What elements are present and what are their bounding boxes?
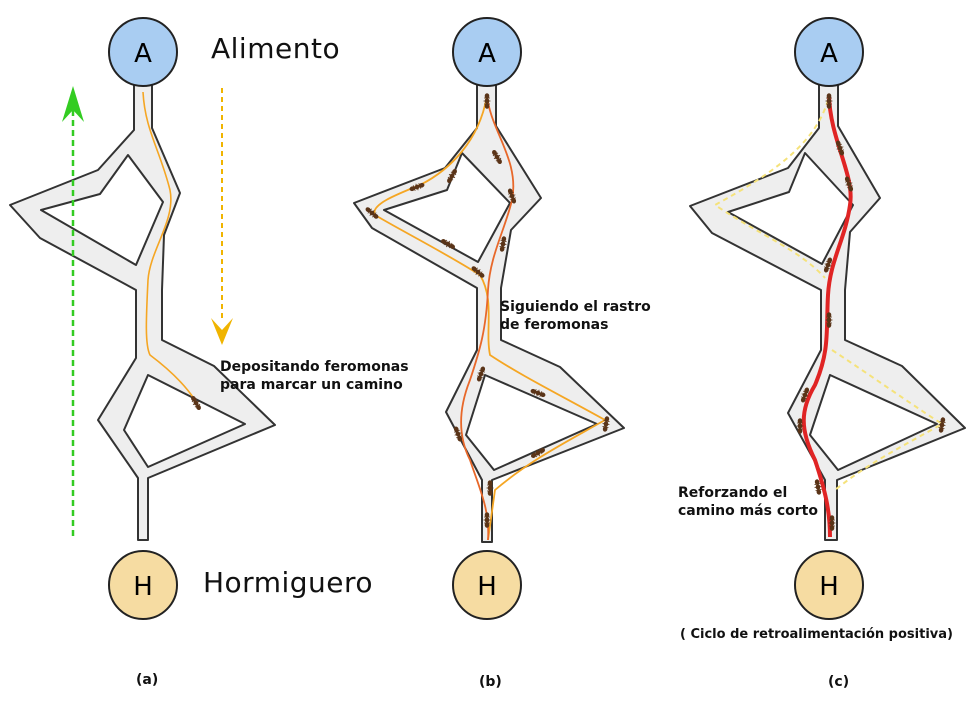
nest-node-c [794, 550, 864, 620]
track-hole-a-top [40, 154, 164, 266]
ant-icon [796, 418, 804, 434]
panel-a: A H [9, 17, 276, 620]
nest-node-a-label: H [133, 572, 153, 602]
annotation-following-line-2: de feromonas [500, 317, 609, 334]
ant-icon [814, 479, 822, 495]
ant-icon [483, 512, 491, 528]
track-hole-c-bottom [809, 374, 938, 471]
track-outline-a [9, 79, 276, 541]
food-node-c [794, 17, 864, 87]
ant-icon [471, 266, 485, 278]
annotation-feedback: ( Ciclo de retroalimentación positiva) [680, 627, 953, 642]
ant-icon [835, 140, 845, 156]
food-node-b [452, 17, 522, 87]
panel-b: A H [353, 17, 625, 620]
ant-icon [191, 395, 201, 411]
ant-icon [825, 312, 833, 328]
food-label: Alimento [211, 32, 341, 65]
ant-icon [800, 387, 810, 403]
ant-icon [453, 426, 463, 442]
ant-icon [499, 236, 507, 252]
track-hole-b-bottom [465, 374, 598, 471]
ant-icon [530, 388, 546, 398]
ant-icon [844, 176, 854, 192]
annotation-depositing: Depositando feromonas para marcar un cam… [220, 358, 409, 394]
nest-node-c-label: H [819, 572, 839, 602]
panel-label-c: (c) [828, 674, 850, 690]
food-node-a-label: A [134, 39, 152, 69]
food-node-a [108, 17, 178, 87]
panel-label-a: (a) [136, 672, 159, 688]
track-hole-a-bottom [123, 374, 246, 468]
ant-icon [365, 207, 379, 219]
ant-icon [483, 93, 491, 109]
nest-node-b-label: H [477, 572, 497, 602]
annotation-depositing-line-2: para marcar un camino [220, 377, 403, 394]
nest-node-a [108, 550, 178, 620]
track-hole-c-top [727, 152, 854, 265]
annotation-reinforcing-line-1: Reforzando el [678, 485, 788, 501]
ant-icon [825, 93, 833, 109]
up-arrow-head [62, 86, 84, 122]
annotation-depositing-line-1: Depositando feromonas [220, 359, 409, 375]
ant-icon [440, 239, 456, 249]
ant-icon [486, 480, 494, 496]
ant-icon [602, 416, 610, 432]
food-node-b-label: A [478, 39, 496, 69]
panel-label-b: (b) [479, 674, 502, 690]
ant-icon [476, 366, 486, 382]
pheromone-trail-a [142, 91, 196, 401]
ant-icon [409, 182, 425, 192]
ants-layer [191, 93, 946, 531]
ant-icon [823, 257, 833, 273]
nest-node-b [452, 550, 522, 620]
track-hole-b-top [383, 152, 511, 263]
nest-label: Hormiguero [203, 566, 374, 599]
ant-icon [507, 188, 517, 204]
trail-c-faded [713, 99, 944, 491]
ant-icon [492, 149, 502, 165]
annotation-following: Siguiendo el rastro de feromonas [500, 298, 651, 334]
trail-b-dark [460, 94, 515, 541]
ant-icon [447, 168, 457, 184]
annotation-reinforcing-line-2: camino más corto [678, 503, 818, 520]
annotation-following-line-1: Siguiendo el rastro [500, 299, 651, 315]
ant-icon [938, 417, 946, 433]
down-arrow-head [211, 318, 233, 345]
ant-icon [828, 515, 836, 531]
food-node-c-label: A [820, 39, 838, 69]
ant-icon [530, 448, 546, 458]
annotation-reinforcing: Reforzando el camino más corto [678, 484, 818, 520]
